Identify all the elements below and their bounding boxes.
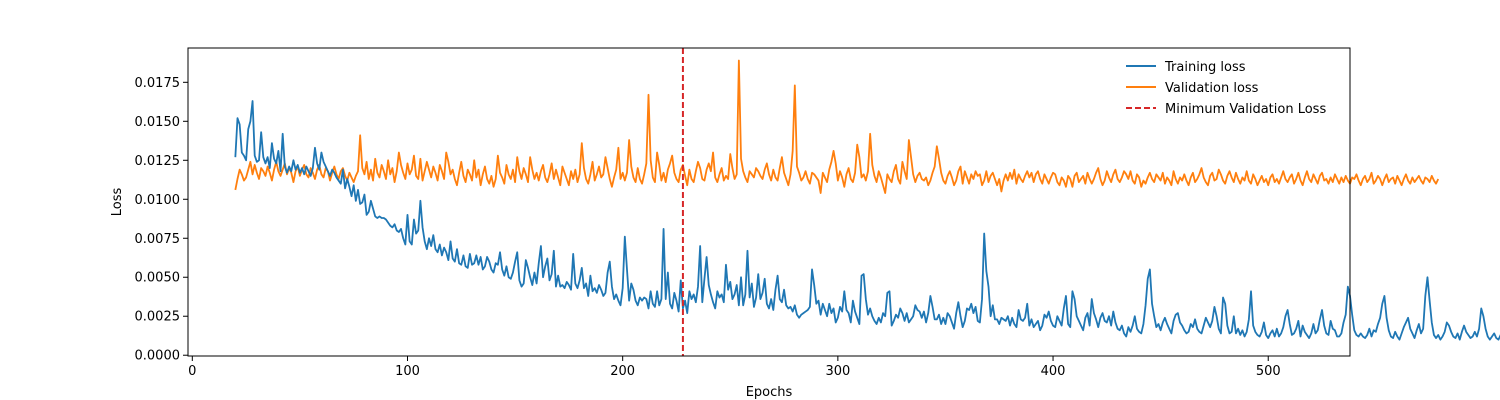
x-tick-label: 100 <box>395 364 420 379</box>
y-tick-label: 0.0075 <box>135 232 181 247</box>
legend: Training loss Validation loss Minimum Va… <box>1126 60 1326 117</box>
series-line-training-loss <box>234 100 1500 341</box>
y-axis-label: Loss <box>110 188 125 217</box>
y-tick-label: 0.0025 <box>135 310 181 325</box>
x-tick-label: 300 <box>825 364 850 379</box>
y-tick-label: 0.0125 <box>135 154 181 169</box>
series-line-validation-loss <box>234 59 1440 194</box>
x-tick-label: 400 <box>1041 364 1066 379</box>
x-tick-label: 200 <box>610 364 635 379</box>
y-tick-label: 0.0050 <box>135 271 181 286</box>
y-tick-label: 0.0000 <box>135 349 181 364</box>
plot-frame <box>187 47 1351 357</box>
legend-label-validation: Validation loss <box>1165 81 1259 96</box>
y-tick-label: 0.0100 <box>135 193 181 208</box>
x-axis-ticks: 0 100 200 300 400 500 <box>188 356 1281 379</box>
series-layer <box>234 59 1500 341</box>
x-tick-label: 500 <box>1256 364 1281 379</box>
x-axis-label: Epochs <box>746 385 793 400</box>
y-tick-label: 0.0150 <box>135 115 181 130</box>
legend-label-training: Training loss <box>1164 60 1246 75</box>
legend-label-min-val: Minimum Validation Loss <box>1165 102 1326 117</box>
y-axis-ticks: 0.0000 0.0025 0.0050 0.0075 0.0100 0.0125 0.01… <box>135 76 188 364</box>
x-tick-label: 0 <box>188 364 196 379</box>
y-tick-label: 0.0175 <box>135 76 181 91</box>
